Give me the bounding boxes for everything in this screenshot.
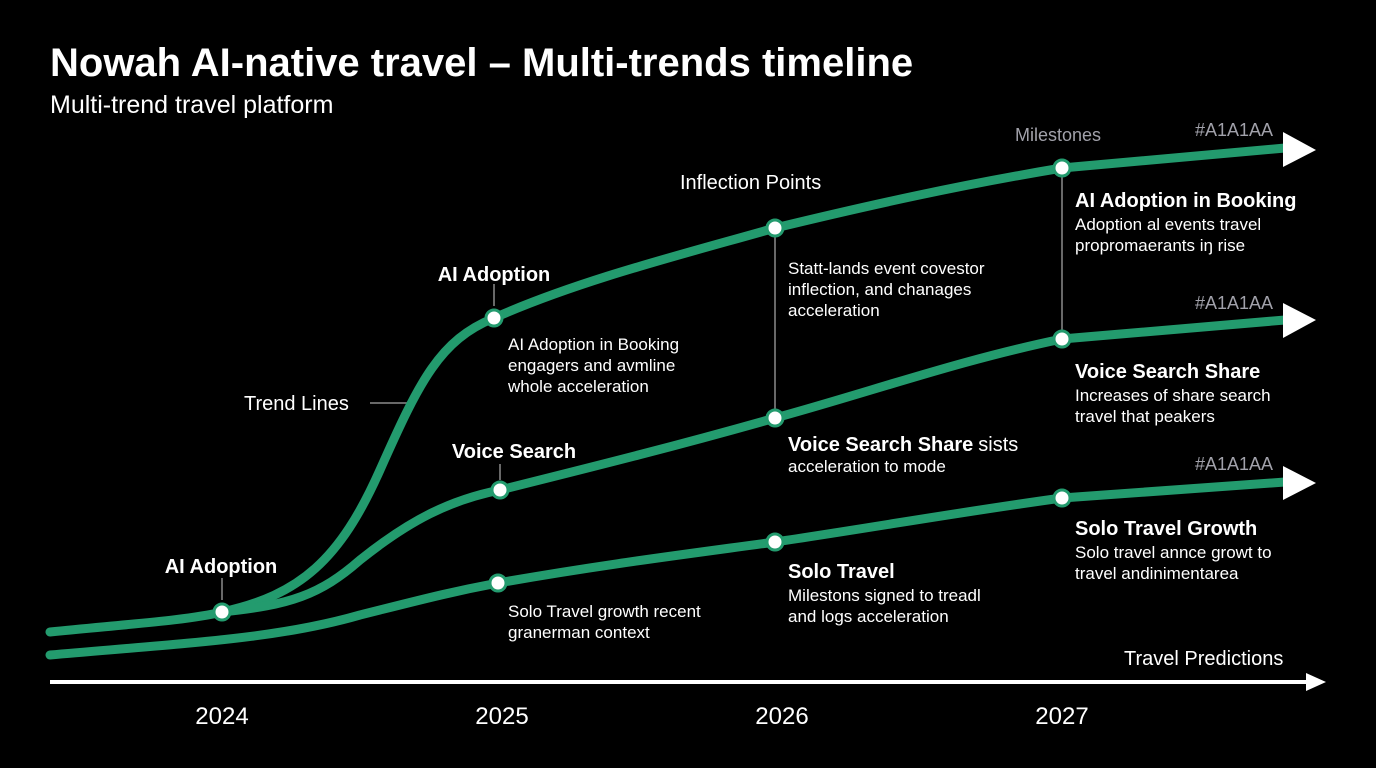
annotation-text: granerman context [508,623,650,642]
annotation-text: Increases of share search [1075,386,1271,405]
annotation-heading: Solo Travel [788,561,895,583]
annotation-heading: AI Adoption [165,556,278,578]
annotation-text: sists [978,434,1018,456]
color-label: #A1A1AA [1195,454,1273,474]
axis-label: Travel Predictions [1124,648,1283,670]
year-label: 2026 [755,703,808,730]
legend-label: Milestones [1015,125,1101,145]
annotation-heading: Solo Travel Growth [1075,518,1257,540]
legend-label: Inflection Points [680,172,821,194]
trend-line [45,477,1290,660]
year-label: 2027 [1035,703,1088,730]
years: 2024 2025 2026 2027 [195,703,1088,730]
annotation-text: Statt-lands event covestor [788,259,985,278]
annotation-text: acceleration [788,301,880,320]
color-label: #A1A1AA [1195,293,1273,313]
arrow-head [1283,466,1316,500]
annotation-heading: Voice Search [452,441,576,463]
year-label: 2025 [475,703,528,730]
year-label: 2024 [195,703,248,730]
annotation-heading: Voice Search Share [1075,361,1260,383]
milestone [484,308,504,328]
annotation-text: and logs acceleration [788,607,949,626]
annotation-text: AI Adoption in Booking [508,335,679,354]
annotation-text: whole acceleration [507,377,649,396]
milestone [1052,158,1072,178]
annotation-text: inflection, and chanages [788,280,971,299]
annotation-text: propromaerants iŋ rise [1075,236,1245,255]
annotation-heading: Voice Search Share sists [788,434,1018,456]
subtitle: Multi-trend travel platform [50,91,333,119]
trend-line [217,315,1290,617]
annotation-text: Solo travel annce growt to [1075,543,1272,562]
milestone [1052,329,1072,349]
annotation-text: acceleration to mode [788,457,946,476]
annotation-text: Adoption al events travel [1075,215,1261,234]
milestone [212,602,232,622]
annotation-text: Solo Travel growth recent [508,602,701,621]
annotation-text: Milestons signed to treadl [788,586,981,605]
annotation-text: travel that peakers [1075,407,1215,426]
milestone [1052,488,1072,508]
milestone [490,480,510,500]
color-label: #A1A1AA [1195,120,1273,140]
arrow-head [1283,132,1316,167]
milestone-dots [212,158,1072,622]
milestone [765,532,785,552]
annotation-heading: AI Adoption [438,264,551,286]
milestone [765,408,785,428]
legend-label: Trend Lines [244,393,349,415]
title: Nowah AI-native travel – Multi-trends ti… [50,41,913,85]
annotation-text: engagers and avmline [508,356,675,375]
milestone [488,573,508,593]
annotation-heading: AI Adoption in Booking [1075,190,1296,212]
annotation-text: travel andinimentarea [1075,564,1239,583]
milestone [765,218,785,238]
arrow-head [1283,303,1316,338]
axis-arrow [1306,673,1326,691]
annotations: AI Adoption AI Adoption AI Adoption in Boo… [165,190,1297,642]
